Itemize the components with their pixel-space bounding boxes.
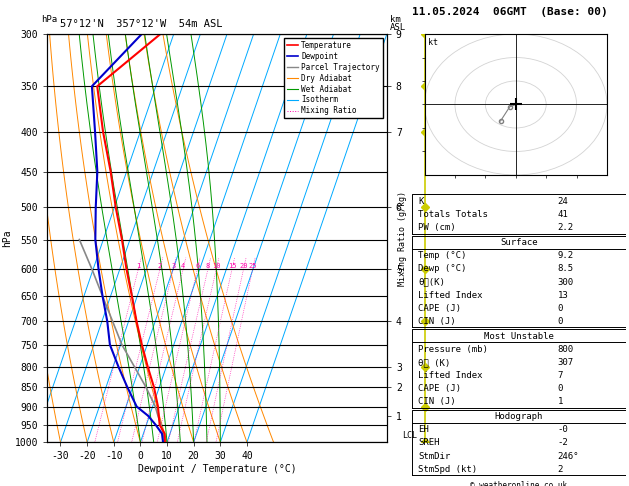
Text: 6: 6 xyxy=(195,263,199,269)
Text: 0: 0 xyxy=(557,304,563,312)
Text: 246°: 246° xyxy=(557,451,579,461)
Text: 41: 41 xyxy=(557,210,568,219)
Legend: Temperature, Dewpoint, Parcel Trajectory, Dry Adiabat, Wet Adiabat, Isotherm, Mi: Temperature, Dewpoint, Parcel Trajectory… xyxy=(284,38,383,119)
Text: -2: -2 xyxy=(557,438,568,448)
Text: 57°12'N  357°12'W  54m ASL: 57°12'N 357°12'W 54m ASL xyxy=(60,19,222,29)
Text: 24: 24 xyxy=(557,197,568,206)
Text: LCL: LCL xyxy=(403,431,418,440)
Text: CAPE (J): CAPE (J) xyxy=(418,304,462,312)
Text: 15: 15 xyxy=(228,263,237,269)
Text: Lifted Index: Lifted Index xyxy=(418,371,483,380)
Text: km: km xyxy=(390,15,401,24)
Text: 25: 25 xyxy=(248,263,257,269)
Text: Pressure (mb): Pressure (mb) xyxy=(418,345,488,354)
Text: -0: -0 xyxy=(557,425,568,434)
Text: 9.2: 9.2 xyxy=(557,251,574,260)
Text: 8.5: 8.5 xyxy=(557,264,574,274)
Text: Totals Totals: Totals Totals xyxy=(418,210,488,219)
Text: CAPE (J): CAPE (J) xyxy=(418,384,462,393)
Text: © weatheronline.co.uk: © weatheronline.co.uk xyxy=(470,481,567,486)
Text: StmDir: StmDir xyxy=(418,451,450,461)
Text: 11.05.2024  06GMT  (Base: 00): 11.05.2024 06GMT (Base: 00) xyxy=(412,7,608,17)
Text: 0: 0 xyxy=(557,316,563,326)
Text: EH: EH xyxy=(418,425,429,434)
Text: Temp (°C): Temp (°C) xyxy=(418,251,467,260)
Text: 2.2: 2.2 xyxy=(557,223,574,232)
Text: 7: 7 xyxy=(557,371,563,380)
Text: 0: 0 xyxy=(557,384,563,393)
Text: kt: kt xyxy=(428,38,438,47)
Text: 10: 10 xyxy=(212,263,221,269)
Text: Dewp (°C): Dewp (°C) xyxy=(418,264,467,274)
Text: 3: 3 xyxy=(171,263,175,269)
Y-axis label: hPa: hPa xyxy=(2,229,12,247)
Text: ASL: ASL xyxy=(390,22,406,32)
Text: Hodograph: Hodograph xyxy=(495,413,543,421)
Text: 300: 300 xyxy=(557,278,574,287)
Text: SREH: SREH xyxy=(418,438,440,448)
Text: CIN (J): CIN (J) xyxy=(418,397,456,406)
Text: CIN (J): CIN (J) xyxy=(418,316,456,326)
Text: 1: 1 xyxy=(136,263,140,269)
Text: θᴄ(K): θᴄ(K) xyxy=(418,278,445,287)
Text: 800: 800 xyxy=(557,345,574,354)
Text: Lifted Index: Lifted Index xyxy=(418,291,483,299)
Text: 307: 307 xyxy=(557,358,574,367)
Text: PW (cm): PW (cm) xyxy=(418,223,456,232)
X-axis label: Dewpoint / Temperature (°C): Dewpoint / Temperature (°C) xyxy=(138,464,296,474)
Text: 4: 4 xyxy=(181,263,185,269)
Text: 2: 2 xyxy=(158,263,162,269)
Text: 8: 8 xyxy=(206,263,210,269)
Text: 20: 20 xyxy=(239,263,248,269)
Text: 2: 2 xyxy=(557,465,563,473)
Text: Mixing Ratio (g/kg): Mixing Ratio (g/kg) xyxy=(398,191,407,286)
Text: θᴄ (K): θᴄ (K) xyxy=(418,358,450,367)
Text: 1: 1 xyxy=(557,397,563,406)
Text: hPa: hPa xyxy=(41,15,57,24)
Text: StmSpd (kt): StmSpd (kt) xyxy=(418,465,477,473)
Text: Surface: Surface xyxy=(500,239,538,247)
Text: 13: 13 xyxy=(557,291,568,299)
Text: K: K xyxy=(418,197,424,206)
Text: Most Unstable: Most Unstable xyxy=(484,332,554,341)
